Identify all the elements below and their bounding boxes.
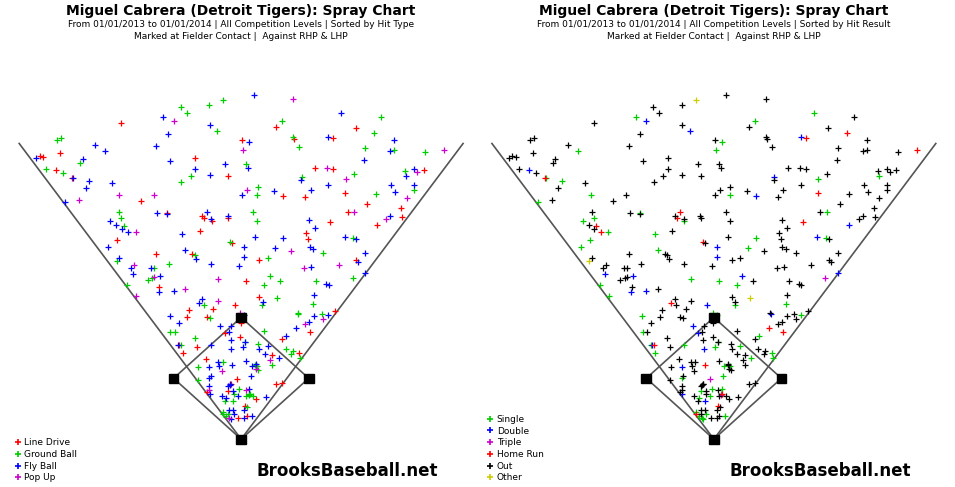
Polygon shape: [236, 435, 246, 444]
Polygon shape: [236, 313, 246, 322]
Legend: Line Drive, Ground Ball, Fly Ball, Pop Up: Line Drive, Ground Ball, Fly Ball, Pop U…: [14, 438, 77, 483]
Polygon shape: [169, 374, 179, 383]
Text: BrooksBaseball.net: BrooksBaseball.net: [730, 462, 911, 480]
Text: From 01/01/2013 to 01/01/2014 | All Competition Levels | Sorted by Hit Type: From 01/01/2013 to 01/01/2014 | All Comp…: [68, 20, 414, 29]
Text: Marked at Fielder Contact |  Against RHP & LHP: Marked at Fielder Contact | Against RHP …: [135, 32, 348, 41]
Polygon shape: [642, 374, 651, 383]
Text: From 01/01/2013 to 01/01/2014 | All Competition Levels | Sorted by Hit Result: From 01/01/2013 to 01/01/2014 | All Comp…: [537, 20, 891, 29]
Polygon shape: [776, 374, 786, 383]
Text: BrooksBaseball.net: BrooksBaseball.net: [257, 462, 438, 480]
Polygon shape: [709, 313, 719, 322]
Text: Miguel Cabrera (Detroit Tigers): Spray Chart: Miguel Cabrera (Detroit Tigers): Spray C…: [540, 4, 888, 19]
Legend: Single, Double, Triple, Home Run, Out, Other: Single, Double, Triple, Home Run, Out, O…: [487, 415, 543, 483]
Text: Miguel Cabrera (Detroit Tigers): Spray Chart: Miguel Cabrera (Detroit Tigers): Spray C…: [67, 4, 415, 19]
Polygon shape: [304, 374, 313, 383]
Text: Marked at Fielder Contact |  Against RHP & LHP: Marked at Fielder Contact | Against RHP …: [607, 32, 820, 41]
Polygon shape: [709, 435, 719, 444]
